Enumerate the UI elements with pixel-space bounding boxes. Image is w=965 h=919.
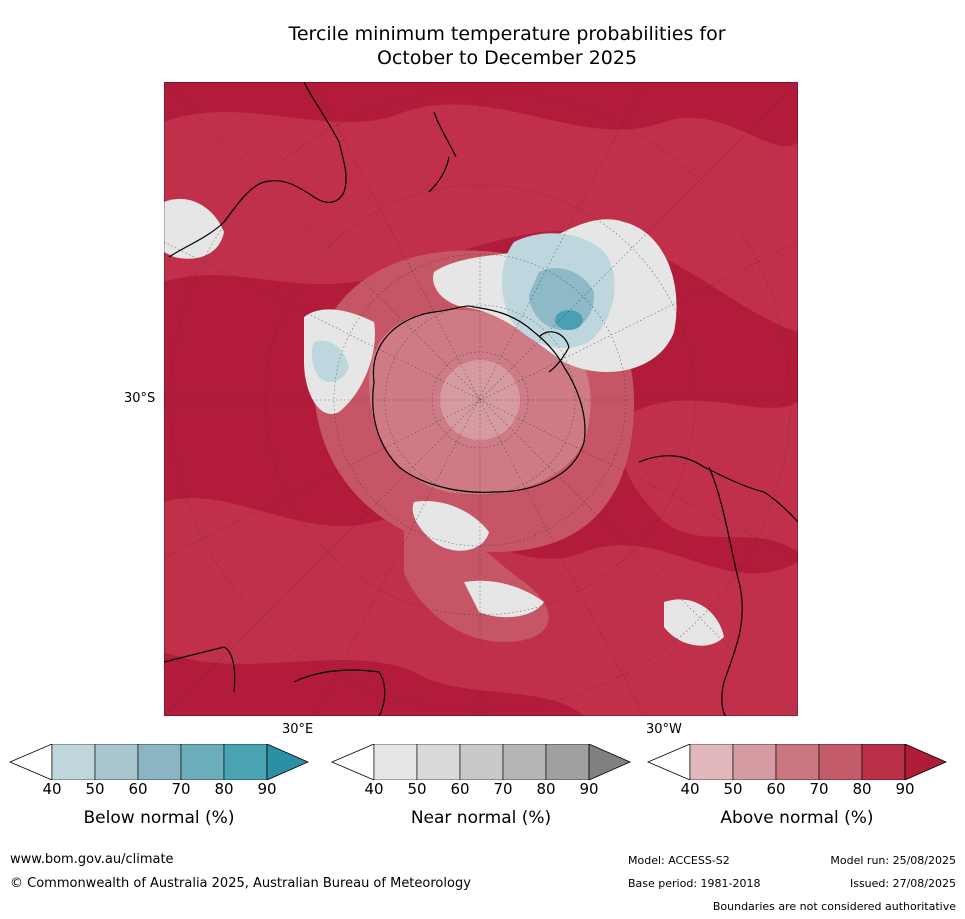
new-zealand bbox=[428, 111, 457, 193]
colorbar-swatch bbox=[51, 744, 96, 780]
south-america-coastline bbox=[638, 455, 798, 523]
colorbar-tick-label: 80 bbox=[214, 780, 234, 798]
colorbar-tick-label: 70 bbox=[171, 780, 191, 798]
near-normal-pacific-patch bbox=[412, 501, 489, 551]
colorbar-tick-label: 60 bbox=[450, 780, 470, 798]
colorbar-above-swatches bbox=[647, 744, 947, 780]
colorbar-extend-high bbox=[266, 744, 309, 780]
antarctica-coastline bbox=[372, 305, 586, 493]
graticule bbox=[164, 82, 798, 716]
near-normal-pacific-south bbox=[464, 580, 544, 618]
antarctic-peninsula bbox=[538, 331, 570, 373]
colorbar-tick-label: 90 bbox=[257, 780, 277, 798]
colorbar-below-ticks: 40 50 60 70 80 90 bbox=[9, 780, 309, 800]
footer-issued: Issued: 27/08/2025 bbox=[849, 877, 956, 890]
colorbar-swatch bbox=[502, 744, 547, 780]
colorbar-swatch bbox=[459, 744, 504, 780]
colorbar-swatch bbox=[94, 744, 139, 780]
map-svg bbox=[164, 82, 798, 716]
colorbar-swatch bbox=[732, 744, 777, 780]
colorbar-tick-label: 90 bbox=[895, 780, 915, 798]
colorbar-near-normal: 40 50 60 70 80 90 Near normal (%) bbox=[331, 744, 631, 828]
australia-east-coast bbox=[303, 82, 347, 193]
footer-model: Model: ACCESS-S2 bbox=[628, 854, 730, 867]
colorbar-tick-label: 40 bbox=[364, 780, 384, 798]
colorbar-below-normal: 40 50 60 70 80 90 Below normal (%) bbox=[9, 744, 309, 828]
below-normal-indian bbox=[311, 340, 349, 383]
colorbar-tick-label: 70 bbox=[809, 780, 829, 798]
colorbar-swatch bbox=[416, 744, 461, 780]
band-above-80-north bbox=[164, 104, 798, 332]
colorbar-tick-label: 50 bbox=[723, 780, 743, 798]
africa-coastline bbox=[164, 646, 386, 716]
south-america-west-coast bbox=[708, 466, 743, 716]
colorbar-swatch bbox=[818, 744, 863, 780]
map-title: Tercile minimum temperature probabilitie… bbox=[165, 22, 849, 70]
colorbar-swatch bbox=[775, 744, 820, 780]
colorbar-tick-label: 60 bbox=[766, 780, 786, 798]
colorbar-tick-label: 70 bbox=[493, 780, 513, 798]
lat-label-30s: 30°S bbox=[124, 391, 156, 406]
colorbar-tick-label: 40 bbox=[42, 780, 62, 798]
colorbar-swatch bbox=[223, 744, 268, 780]
colorbar-swatch bbox=[689, 744, 734, 780]
colorbar-tick-label: 80 bbox=[852, 780, 872, 798]
colorbar-tick-label: 40 bbox=[680, 780, 700, 798]
colorbar-extend-high bbox=[588, 744, 631, 780]
colorbar-near-ticks: 40 50 60 70 80 90 bbox=[331, 780, 631, 800]
colorbar-tick-label: 60 bbox=[128, 780, 148, 798]
title-line-1: Tercile minimum temperature probabilitie… bbox=[288, 23, 726, 45]
colorbar-near-swatches bbox=[331, 744, 631, 780]
footer-base-period: Base period: 1981-2018 bbox=[628, 877, 761, 890]
footer-copyright: © Commonwealth of Australia 2025, Austra… bbox=[10, 876, 471, 891]
colorbar-extend-low bbox=[331, 744, 375, 780]
colorbar-above-ticks: 40 50 60 70 80 90 bbox=[647, 780, 947, 800]
title-line-2: October to December 2025 bbox=[376, 47, 638, 69]
footer-model-run: Model run: 25/08/2025 bbox=[830, 854, 956, 867]
colorbar-swatch bbox=[373, 744, 418, 780]
colorbar-tick-label: 50 bbox=[85, 780, 105, 798]
colorbar-swatch bbox=[137, 744, 182, 780]
colorbar-below-swatches bbox=[9, 744, 309, 780]
colorbar-above-label: Above normal (%) bbox=[720, 808, 874, 828]
colorbar-swatch bbox=[545, 744, 590, 780]
lon-label-30w: 30°W bbox=[646, 722, 682, 737]
colorbar-swatch bbox=[861, 744, 906, 780]
colorbar-extend-low bbox=[9, 744, 53, 780]
colorbar-below-label: Below normal (%) bbox=[83, 808, 235, 828]
colorbar-tick-label: 80 bbox=[536, 780, 556, 798]
colorbar-near-label: Near normal (%) bbox=[410, 808, 552, 828]
footer-disclaimer: Boundaries are not considered authoritat… bbox=[712, 900, 956, 913]
probability-map bbox=[164, 82, 798, 716]
band-above-80-east bbox=[621, 400, 798, 552]
colorbar-extend-high bbox=[904, 744, 947, 780]
below-normal-atlantic-core bbox=[555, 310, 583, 330]
lon-label-30e: 30°E bbox=[282, 722, 314, 737]
footer-url[interactable]: www.bom.gov.au/climate bbox=[10, 852, 174, 867]
colorbar-swatch bbox=[180, 744, 225, 780]
colorbar-tick-label: 90 bbox=[579, 780, 599, 798]
colorbar-extend-low bbox=[647, 744, 691, 780]
near-normal-southamerica bbox=[664, 599, 724, 646]
colorbar-above-normal: 40 50 60 70 80 90 Above normal (%) bbox=[647, 744, 947, 828]
colorbar-tick-label: 50 bbox=[407, 780, 427, 798]
near-normal-northwest bbox=[164, 198, 224, 259]
